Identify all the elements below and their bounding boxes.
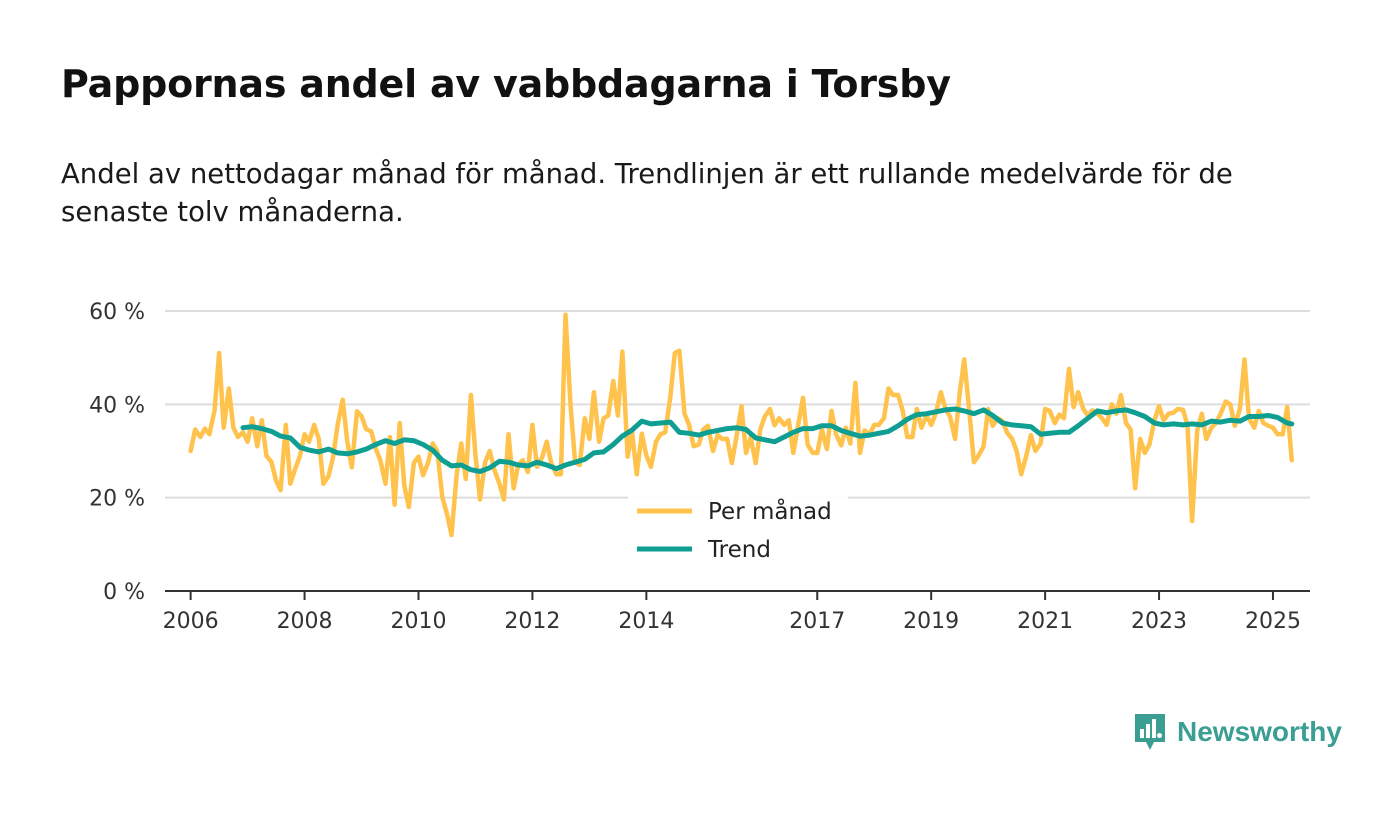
- x-tick-label-2010: 2010: [390, 609, 446, 634]
- x-tick-label-2006: 2006: [163, 609, 219, 634]
- y-tick-label-60: 60 %: [89, 300, 145, 325]
- x-tick-label-2008: 2008: [277, 609, 333, 634]
- legend-background: [628, 490, 848, 570]
- x-tick-label-2014: 2014: [618, 609, 674, 634]
- brand-name: Newsworthy: [1177, 716, 1342, 747]
- y-tick-label-0: 0 %: [103, 580, 145, 605]
- x-tick-label-2021: 2021: [1017, 609, 1073, 634]
- x-tick-label-2019: 2019: [903, 609, 959, 634]
- x-tick-label-2025: 2025: [1245, 609, 1301, 634]
- x-tick-label-2023: 2023: [1131, 609, 1187, 634]
- series-line-trend: [240, 406, 1295, 474]
- brand-logo: Newsworthy: [1133, 712, 1342, 752]
- legend-label-per-manad: Per månad: [708, 497, 832, 525]
- x-tick-label-2017: 2017: [789, 609, 845, 634]
- y-tick-label-20: 20 %: [89, 487, 145, 512]
- y-tick-label-40: 40 %: [89, 393, 145, 418]
- x-tick-label-2012: 2012: [504, 609, 560, 634]
- x-axis-ticks: 2006 2008 2010 2012 2014 2017 2019 2021 2023 2025: [163, 591, 1301, 634]
- newsworthy-logo-icon: [1135, 714, 1165, 750]
- chart-title: Pappornas andel av vabbdagarna i Torsby: [61, 62, 951, 106]
- y-axis-tick-labels: 0 % 20 % 40 % 60 %: [89, 300, 145, 605]
- legend: Per månad Trend: [628, 490, 848, 570]
- chart-subtitle: Andel av nettodagar månad för månad. Tre…: [61, 158, 1233, 228]
- legend-label-trend: Trend: [707, 537, 771, 563]
